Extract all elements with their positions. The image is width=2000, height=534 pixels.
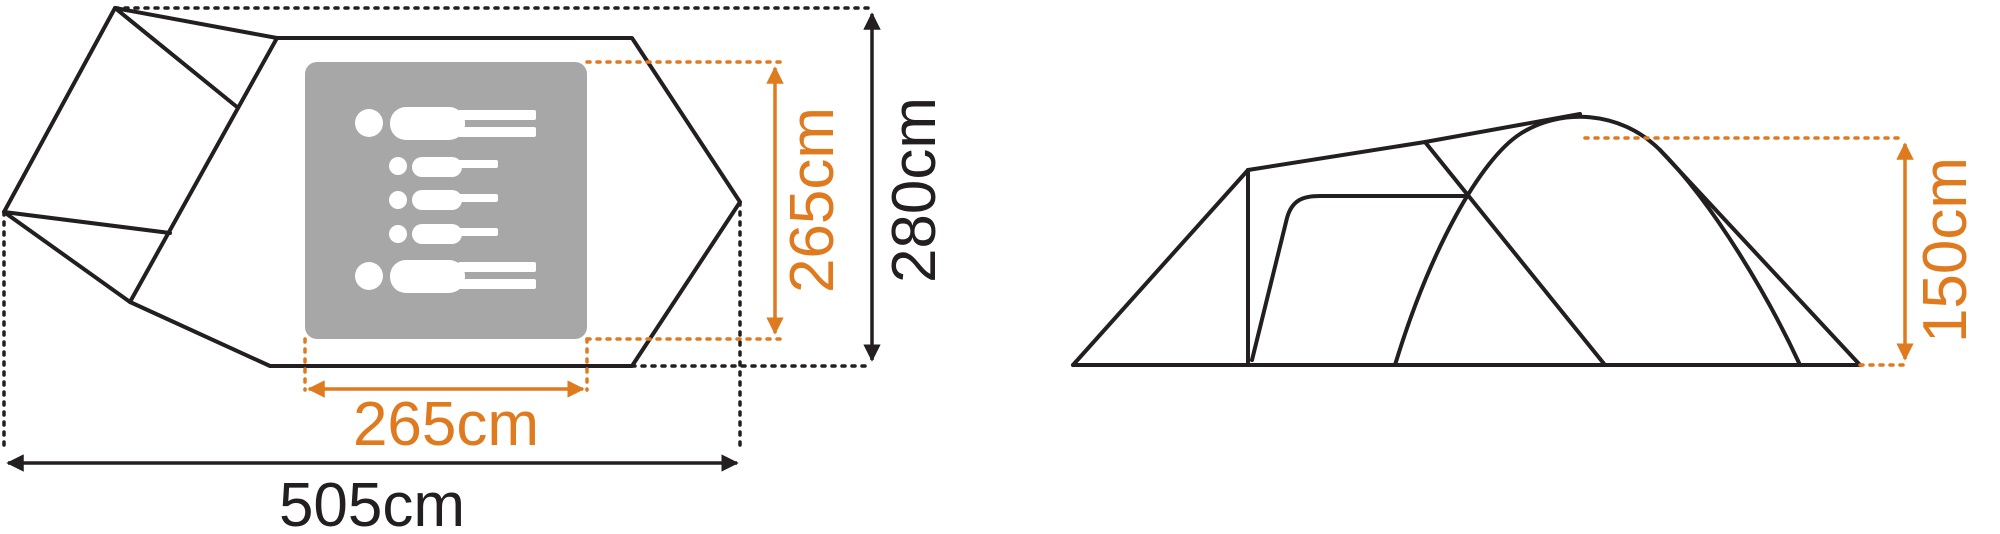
side-height-guides [1583,136,1907,367]
top-view: 505cm 280cm 265cm 265cm [2,6,949,534]
total-length-label: 505cm [279,471,465,534]
side-view-outline [1071,112,1862,367]
inner-length-label: 265cm [353,390,539,459]
height-label: 150cm [1911,157,1980,343]
side-view: 150cm [1071,112,1980,367]
inner-dim-guides [303,60,782,392]
top-view-dim-guides [2,6,874,452]
total-width-label: 280cm [880,97,949,283]
sleeping-persons-icon [355,107,536,293]
inner-width-label: 265cm [778,107,847,293]
